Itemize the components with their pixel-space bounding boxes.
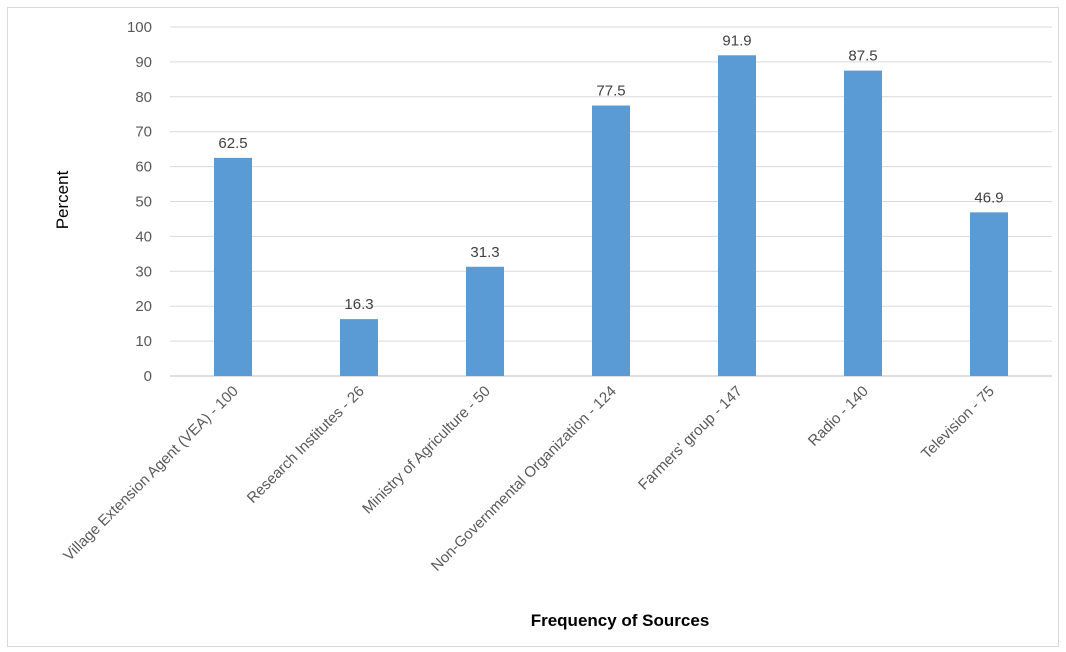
- y-tick-label: 50: [135, 194, 152, 211]
- x-tick-label: Research Institutes - 26: [244, 383, 368, 507]
- bar: [592, 105, 630, 377]
- gridlines: [170, 26, 1052, 377]
- bars: [214, 55, 1008, 377]
- x-tick-label: Radio - 140: [805, 383, 872, 450]
- data-label: 46.9: [974, 189, 1003, 206]
- y-axis-label: Percent: [53, 170, 72, 229]
- y-tick-label: 80: [135, 89, 152, 106]
- bar: [970, 212, 1008, 376]
- x-axis-ticks: Village Extension Agent (VEA) - 100 Resea…: [60, 383, 998, 575]
- y-axis-ticks: 0 10 20 30 40 50 60 70 80 90 100: [127, 19, 152, 385]
- bar: [340, 319, 378, 376]
- y-tick-label: 10: [135, 333, 152, 350]
- x-tick-label: Television - 75: [918, 383, 998, 463]
- y-tick-label: 20: [135, 298, 152, 315]
- data-labels: 62.5 16.3 31.3 77.5 91.9 87.5 46.9: [218, 32, 1003, 313]
- y-tick-label: 90: [135, 54, 152, 71]
- data-label: 62.5: [218, 135, 247, 152]
- bar: [214, 157, 252, 376]
- y-tick-label: 100: [127, 19, 152, 36]
- data-label: 77.5: [596, 83, 625, 100]
- x-tick-label: Village Extension Agent (VEA) - 100: [60, 383, 242, 565]
- y-tick-label: 30: [135, 263, 152, 280]
- bar: [844, 70, 882, 376]
- x-tick-label: Ministry of Agriculture - 50: [359, 383, 494, 518]
- y-tick-label: 0: [144, 368, 152, 385]
- data-label: 31.3: [470, 244, 499, 261]
- data-label: 16.3: [344, 296, 373, 313]
- y-tick-label: 40: [135, 228, 152, 245]
- bar: [466, 266, 504, 376]
- data-label: 91.9: [722, 32, 751, 49]
- y-tick-label: 70: [135, 124, 152, 141]
- x-tick-label: Farmers' group - 147: [635, 383, 746, 494]
- x-axis-label: Frequency of Sources: [531, 611, 710, 630]
- chart-frame: [7, 7, 1059, 647]
- bar: [718, 55, 756, 376]
- y-tick-label: 60: [135, 159, 152, 176]
- data-label: 87.5: [848, 48, 877, 65]
